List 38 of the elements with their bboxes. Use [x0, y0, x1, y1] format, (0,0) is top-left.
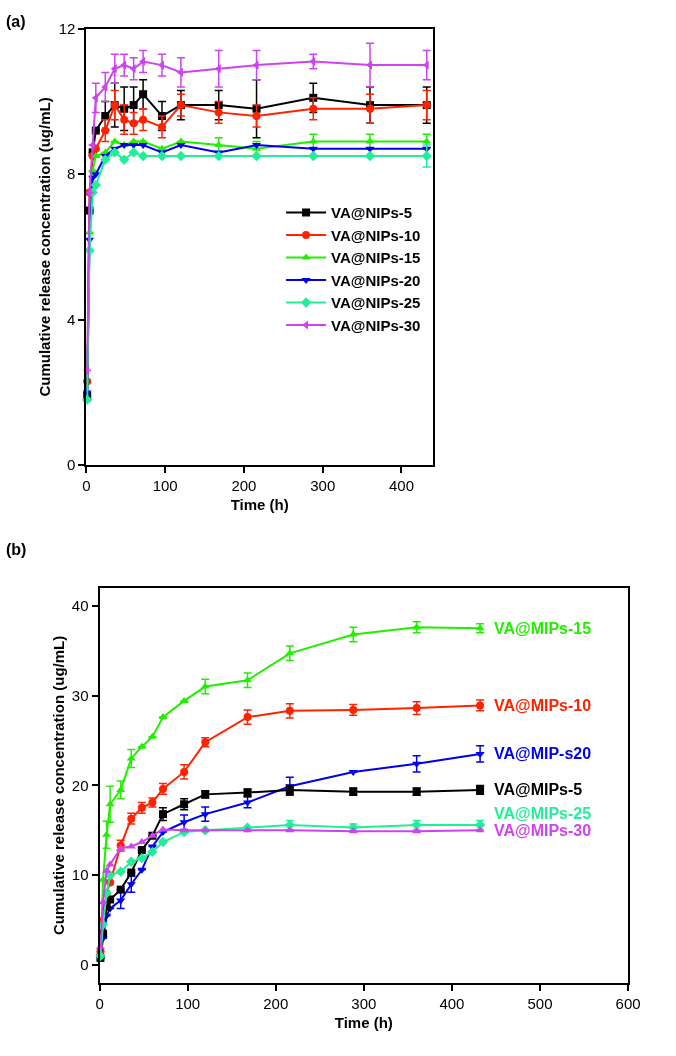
y-tick-label: 30	[71, 686, 89, 704]
y-tick-label: 0	[67, 456, 76, 474]
x-tick-label: 600	[615, 995, 641, 1013]
x-tick-label: 400	[439, 995, 465, 1013]
legend-label: VA@NIPs-20	[331, 271, 421, 289]
x-tick-label: 300	[310, 477, 336, 495]
series-label: VA@MIPs-30	[494, 822, 592, 839]
x-axis-title: Time (h)	[334, 1013, 393, 1031]
x-tick-label: 0	[95, 995, 104, 1013]
x-tick-label: 500	[527, 995, 553, 1013]
y-tick-label: 40	[71, 596, 89, 614]
x-tick-label: 300	[351, 995, 377, 1013]
y-tick-label: 8	[67, 165, 76, 183]
series-label: VA@MIPs-10	[494, 697, 592, 714]
x-tick-label: 100	[175, 995, 201, 1013]
y-axis-title: Cumulative release concentration (ug/mL)	[49, 635, 67, 936]
series-label: VA@MIP-s20	[494, 745, 592, 762]
y-tick-label: 10	[71, 866, 89, 884]
y-tick-label: 12	[58, 19, 76, 37]
legend-label: VA@MIPs-15	[494, 620, 592, 637]
legend-label: VA@NIPs-30	[331, 316, 421, 334]
series-label: VA@MIPs-5	[494, 781, 583, 798]
legend-label: VA@NIPs-5	[331, 204, 413, 222]
x-tick-label: 100	[152, 477, 178, 495]
legend-label: VA@NIPs-10	[331, 226, 421, 244]
x-tick-label: 400	[388, 477, 415, 495]
y-axis-title: Cumulative release concentration (ug/mL)	[36, 97, 54, 397]
legend-label: VA@NIPs-25	[331, 294, 421, 312]
x-tick-label: 200	[263, 995, 289, 1013]
y-tick-label: 0	[80, 956, 89, 974]
chart-title: (a)	[6, 13, 26, 30]
y-tick-label: 20	[71, 776, 89, 794]
legend-label: VA@NIPs-15	[331, 249, 421, 267]
chart-title: (b)	[6, 541, 27, 558]
y-tick-label: 4	[67, 310, 76, 328]
x-axis-title: Time (h)	[230, 495, 289, 513]
x-tick-label: 200	[231, 477, 257, 495]
series-label: VA@MIPs-25	[494, 805, 592, 822]
